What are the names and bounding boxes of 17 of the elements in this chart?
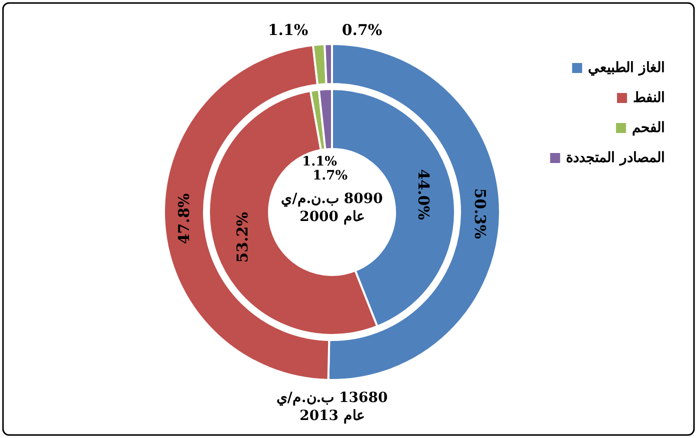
data-label: 44.0% [414, 169, 432, 220]
data-label: 1.1% [268, 21, 308, 39]
data-label: 1.7% [312, 168, 348, 184]
data-label: 47.8% [175, 193, 194, 244]
legend-label: الغاز الطبيعي [588, 60, 665, 76]
legend-item: المصادر المتجددة [550, 150, 665, 166]
legend-item: النفط [617, 90, 665, 106]
data-label: 53.2% [234, 212, 252, 263]
legend-label: الفحم [632, 120, 665, 136]
text: 8090 ب.ن.م/ي عام 2000 [281, 191, 384, 225]
data-label: 0.7% [342, 21, 382, 39]
data-label: 1.1% [302, 154, 338, 170]
text: 13680 ب.ن.م/ي عام 2013 [276, 390, 388, 424]
legend-item: الغاز الطبيعي [572, 60, 665, 76]
data-label: 50.3% [470, 188, 489, 240]
legend-label: النفط [633, 90, 665, 106]
legend-item: الفحم [616, 120, 665, 136]
